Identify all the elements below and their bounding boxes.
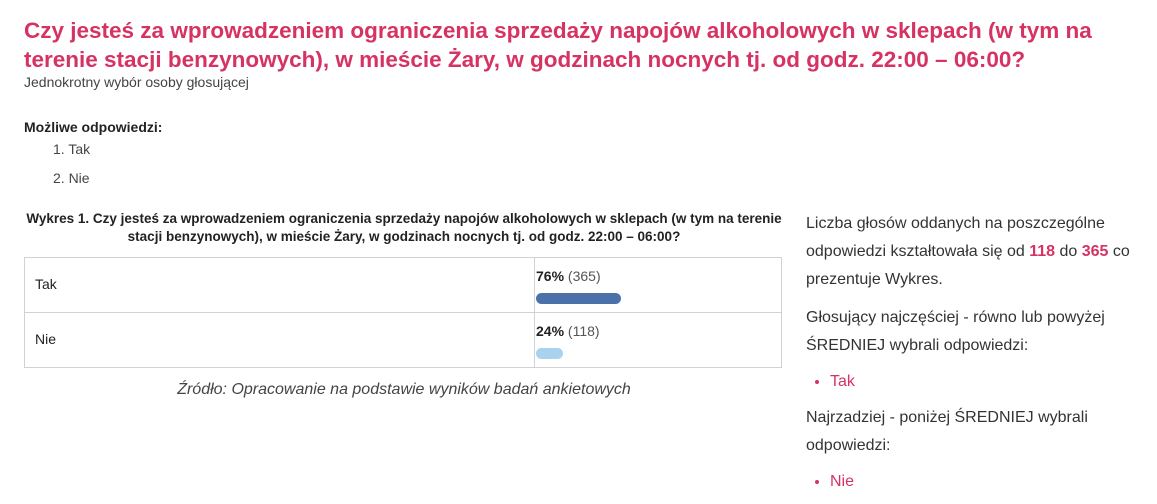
row-label: Nie	[35, 331, 57, 347]
count-value: (365)	[567, 268, 601, 284]
answer-option-tak: 1. Tak	[53, 141, 91, 157]
least-list: Nie	[806, 468, 1146, 496]
bar-nie	[536, 348, 563, 359]
percent-value: 76%	[536, 268, 565, 284]
bar-track	[536, 348, 648, 359]
chart-source: Źródło: Opracowanie na podstawie wyników…	[177, 381, 631, 398]
column-divider	[534, 313, 535, 368]
column-divider	[534, 258, 535, 312]
question-title: Czy jesteś za wprowadzeniem ograniczenia…	[24, 18, 1092, 72]
min-count: 118	[1029, 243, 1056, 260]
row-percent: 24% (118)	[536, 323, 600, 339]
chart-row-nie: Nie 24% (118)	[25, 313, 781, 368]
summary-most-text: Głosujący najczęściej - równo lub powyże…	[806, 309, 1105, 354]
answer-option-nie: 2. Nie	[53, 170, 90, 186]
chart-row-tak: Tak 76% (365)	[25, 258, 781, 313]
bar-tak	[536, 293, 622, 304]
chart-title: Wykres 1. Czy jesteś za wprowadzeniem og…	[26, 211, 782, 244]
list-item: Tak	[830, 368, 1146, 396]
row-percent: 76% (365)	[536, 268, 601, 284]
summary-range-text: Liczba głosów oddanych na poszczególne o…	[806, 215, 1130, 288]
answers-label: Możliwe odpowiedzi:	[24, 119, 163, 135]
row-label: Tak	[35, 276, 57, 292]
max-count: 365	[1081, 243, 1109, 260]
most-list: Tak	[806, 368, 1146, 396]
summary-panel: Liczba głosów oddanych na poszczególne o…	[806, 210, 1146, 504]
summary-least-text: Najrzadziej - poniżej ŚREDNIEJ wybrali o…	[806, 409, 1088, 454]
chart-table: Tak 76% (365) Nie 24% (118)	[24, 257, 782, 368]
percent-value: 24%	[536, 323, 565, 339]
bar-track	[536, 293, 648, 304]
list-item: Nie	[830, 468, 1146, 496]
count-value: (118)	[567, 323, 600, 339]
question-subtitle: Jednokrotny wybór osoby głosującej	[24, 74, 249, 90]
